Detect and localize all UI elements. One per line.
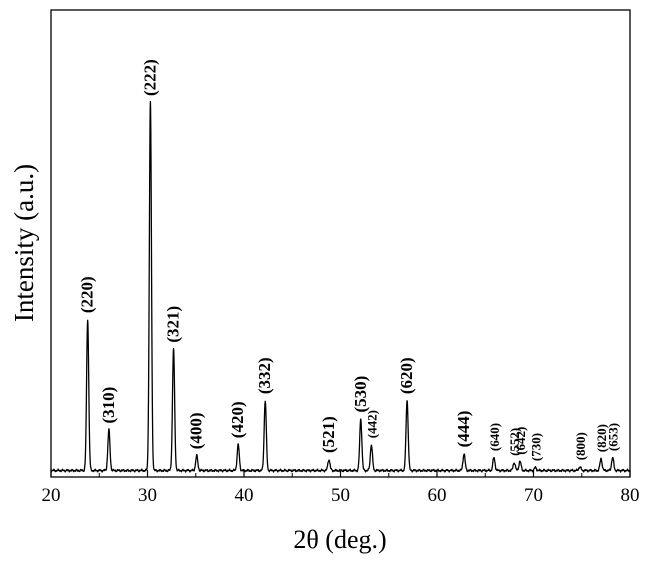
y-axis-title: Intensity (a.u.) [9,164,39,322]
peak-label: (444) [454,411,473,448]
x-tick-label: 30 [138,485,157,506]
peak-label: (521) [319,416,338,453]
x-tick-label: 20 [42,485,61,506]
peak-labels: (220) (310) (222) (321) (400) (420) (332) (521)… [78,59,621,461]
peak-label: (222) [140,59,159,96]
x-tick-label: 60 [428,485,447,506]
plot-frame [51,10,630,477]
x-tick-label: 80 [621,485,640,506]
peak-label: (530) [351,376,370,413]
peak-label: (332) [255,357,274,394]
peak-label: (730) [528,433,543,461]
peak-label: (642) [513,427,528,455]
x-tick-label: 70 [524,485,543,506]
peak-label: (653) [606,423,621,451]
peak-label: (640) [487,423,502,451]
x-tick-label: 50 [331,485,350,506]
peak-label: (310) [99,387,118,424]
peak-label: (620) [397,357,416,394]
peak-label: (800) [573,432,588,460]
peak-label: (321) [164,306,183,343]
peak-label: (400) [187,412,206,449]
peak-label: (220) [78,276,97,313]
diffraction-pattern-line [51,102,630,472]
x-axis-title: 2θ (deg.) [293,525,386,554]
peak-label: (442) [364,410,379,438]
peak-label: (420) [228,401,247,438]
x-axis-tick-labels: 20 30 40 50 60 70 80 [42,485,640,506]
x-tick-label: 40 [235,485,254,506]
